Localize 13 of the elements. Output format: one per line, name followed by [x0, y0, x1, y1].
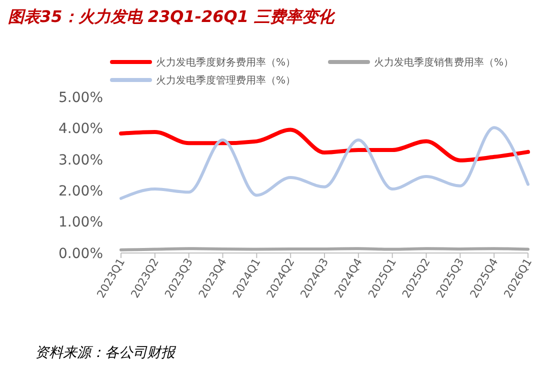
y-tick-label: 5.00% — [58, 90, 103, 106]
line-series — [120, 126, 530, 200]
text: 资料来源：各公司财报 — [35, 345, 177, 361]
line-series — [119, 128, 530, 162]
chart-title: 图表35：火力发电 23Q1-26Q1 三费率变化 — [8, 7, 336, 26]
y-tick-label: 2.00% — [58, 184, 103, 200]
legend-label: 火力发电季度财务费用率（%） — [156, 56, 296, 68]
legend-label: 火力发电季度管理费用率（%） — [156, 74, 296, 86]
y-tick-label: 1.00% — [58, 214, 103, 231]
y-tick-label: 0.00% — [58, 246, 103, 262]
legend-label: 火力发电季度销售费用率（%） — [374, 56, 514, 68]
y-tick-label: 4.00% — [58, 121, 103, 138]
y-tick-label: 3.00% — [58, 152, 103, 168]
